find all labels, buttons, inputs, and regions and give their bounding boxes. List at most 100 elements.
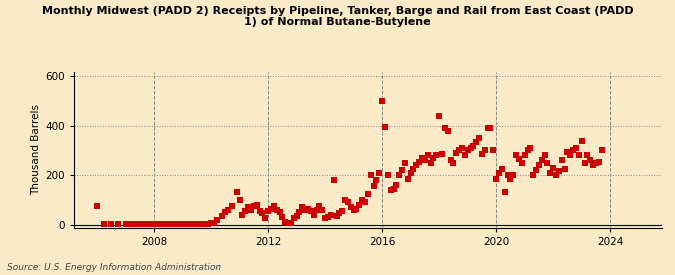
Point (470, 140, 481, 144)
Point (240, 209, 250, 213)
Point (92, 204, 103, 208)
Point (334, 211, 345, 216)
Point (260, 216, 271, 221)
Point (568, 148, 578, 153)
Point (237, 213, 248, 217)
Point (500, 190, 510, 195)
Point (294, 210, 305, 214)
Point (143, 222, 154, 226)
Point (445, 158, 456, 163)
Point (232, 190, 242, 195)
Point (511, 153, 522, 158)
Point (134, 222, 145, 226)
Point (288, 216, 299, 221)
Point (425, 161, 436, 165)
Point (177, 222, 188, 226)
Point (200, 222, 211, 226)
Point (556, 158, 567, 163)
Point (192, 222, 202, 226)
Point (539, 153, 550, 158)
Point (522, 148, 533, 153)
Point (357, 198, 368, 202)
Point (269, 204, 279, 208)
Point (531, 168, 541, 172)
Point (209, 221, 219, 226)
Point (280, 220, 291, 224)
Point (157, 222, 168, 226)
Point (419, 158, 430, 163)
Point (206, 221, 217, 226)
Point (477, 152, 487, 156)
Point (342, 200, 353, 205)
Point (394, 173, 404, 177)
Point (223, 208, 234, 212)
Point (283, 221, 294, 226)
Point (243, 205, 254, 210)
Point (496, 167, 507, 171)
Point (582, 153, 593, 158)
Point (163, 222, 173, 226)
Point (588, 163, 599, 167)
Point (434, 114, 445, 118)
Point (542, 161, 553, 165)
Point (337, 209, 348, 213)
Point (570, 146, 581, 150)
Point (533, 163, 544, 167)
Point (340, 198, 350, 202)
Point (314, 204, 325, 208)
Point (365, 173, 376, 177)
Point (254, 209, 265, 213)
Point (300, 208, 310, 212)
Text: Monthly Midwest (PADD 2) Receipts by Pipeline, Tanker, Barge and Rail from East : Monthly Midwest (PADD 2) Receipts by Pip… (42, 6, 633, 27)
Point (148, 222, 159, 226)
Point (405, 170, 416, 175)
Point (217, 214, 228, 218)
Point (129, 222, 140, 226)
Point (346, 205, 356, 210)
Point (297, 205, 308, 210)
Point (248, 204, 259, 208)
Point (362, 191, 373, 196)
Point (377, 99, 387, 103)
Point (596, 148, 607, 153)
Point (265, 206, 276, 211)
Point (562, 150, 573, 154)
Point (113, 222, 124, 226)
Point (323, 215, 333, 219)
Point (559, 167, 570, 171)
Point (593, 160, 604, 164)
Point (408, 167, 419, 171)
Y-axis label: Thousand Barrels: Thousand Barrels (32, 104, 41, 195)
Point (554, 169, 564, 174)
Point (120, 222, 131, 226)
Point (508, 173, 518, 177)
Point (525, 146, 536, 150)
Point (468, 143, 479, 148)
Point (371, 178, 382, 182)
Point (574, 153, 585, 158)
Point (456, 146, 467, 150)
Point (320, 216, 331, 221)
Point (291, 214, 302, 218)
Point (485, 126, 496, 130)
Point (274, 210, 285, 214)
Point (585, 158, 595, 163)
Point (277, 215, 288, 219)
Point (516, 161, 527, 165)
Point (348, 208, 359, 212)
Point (428, 156, 439, 160)
Point (576, 138, 587, 143)
Point (591, 161, 601, 165)
Point (528, 173, 539, 177)
Point (479, 148, 490, 153)
Point (317, 208, 327, 212)
Point (397, 168, 408, 172)
Point (306, 209, 317, 213)
Point (257, 211, 268, 216)
Point (385, 188, 396, 192)
Point (519, 153, 530, 158)
Point (379, 125, 390, 129)
Point (106, 222, 117, 226)
Point (454, 148, 464, 153)
Point (194, 222, 205, 226)
